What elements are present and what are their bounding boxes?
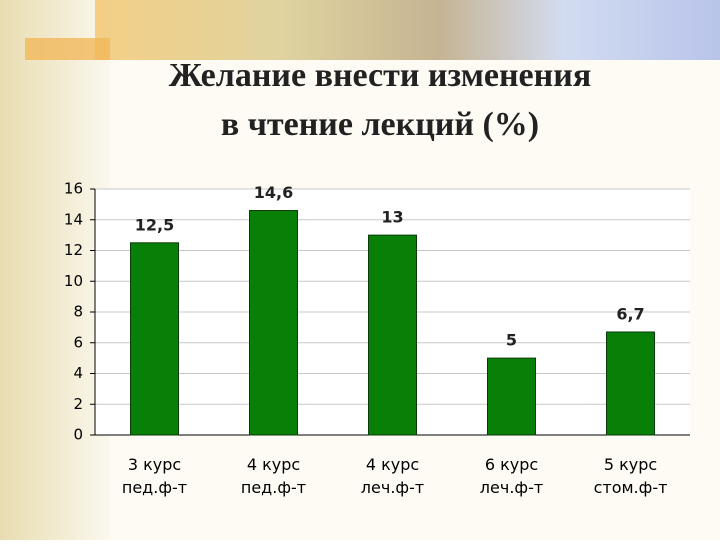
- left-decoration: [0, 0, 110, 540]
- top-decoration: [95, 0, 720, 60]
- x-tick-label: 5 курс стом.ф-т: [594, 455, 668, 497]
- value-label: 12,5: [135, 215, 174, 234]
- y-tick-label: 4: [73, 364, 83, 382]
- y-tick-label: 8: [73, 303, 83, 321]
- value-label: 6,7: [616, 304, 644, 323]
- value-label: 13: [381, 208, 403, 227]
- y-tick-label: 14: [64, 210, 83, 228]
- y-tick-label: 0: [73, 426, 83, 444]
- y-tick-label: 16: [64, 180, 83, 198]
- y-tick-label: 6: [73, 333, 83, 351]
- bar: [130, 242, 179, 436]
- x-tick-label: 4 курс леч.ф-т: [361, 455, 424, 497]
- value-label: 14,6: [254, 183, 293, 202]
- bar: [249, 210, 298, 436]
- value-label: 5: [506, 331, 517, 350]
- bar: [368, 234, 417, 436]
- y-tick-label: 12: [64, 241, 83, 259]
- x-tick-label: 3 курс пед.ф-т: [122, 455, 187, 497]
- bar: [606, 331, 655, 436]
- bar: [487, 357, 536, 436]
- chart-title: Желание внести изменения: [169, 57, 591, 94]
- x-tick-label: 4 курс пед.ф-т: [241, 455, 306, 497]
- y-tick-label: 10: [64, 272, 83, 290]
- chart-title: в чтение лекций (%): [221, 106, 539, 143]
- y-tick-label: 2: [73, 395, 83, 413]
- x-tick-label: 6 курс леч.ф-т: [480, 455, 543, 497]
- top-decoration: [25, 38, 110, 60]
